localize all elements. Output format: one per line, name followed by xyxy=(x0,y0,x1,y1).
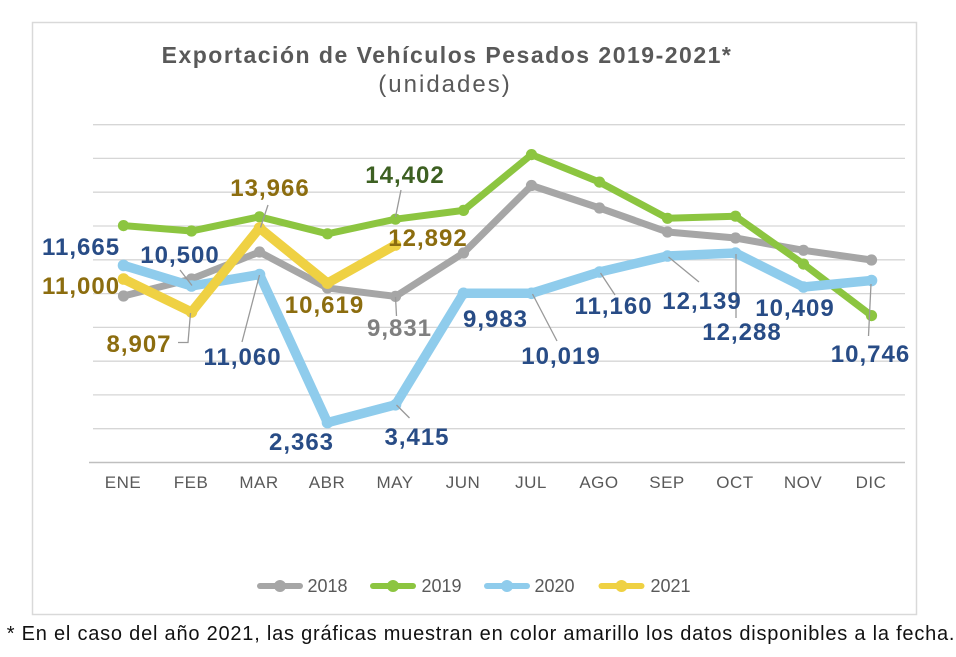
svg-text:ABR: ABR xyxy=(309,473,345,492)
svg-text:10,619: 10,619 xyxy=(285,292,364,319)
svg-text:DIC: DIC xyxy=(856,473,887,492)
svg-text:12,892: 12,892 xyxy=(388,225,467,252)
svg-text:JUN: JUN xyxy=(446,473,481,492)
svg-text:SEP: SEP xyxy=(649,473,685,492)
svg-text:9,983: 9,983 xyxy=(463,306,528,333)
svg-text:11,665: 11,665 xyxy=(42,234,120,261)
svg-text:ENE: ENE xyxy=(105,473,141,492)
svg-text:10,746: 10,746 xyxy=(831,341,910,368)
svg-text:10,500: 10,500 xyxy=(140,242,219,269)
svg-text:2,363: 2,363 xyxy=(269,429,334,456)
svg-text:2021: 2021 xyxy=(651,576,691,596)
svg-text:(unidades): (unidades) xyxy=(378,71,511,98)
svg-text:10,409: 10,409 xyxy=(755,295,834,322)
svg-text:AGO: AGO xyxy=(579,473,618,492)
svg-text:2019: 2019 xyxy=(422,576,462,596)
svg-text:FEB: FEB xyxy=(174,473,209,492)
svg-text:JUL: JUL xyxy=(515,473,547,492)
svg-text:OCT: OCT xyxy=(716,473,753,492)
svg-text:10,019: 10,019 xyxy=(521,343,600,370)
svg-text:8,907: 8,907 xyxy=(106,331,171,358)
svg-text:11,160: 11,160 xyxy=(574,293,652,320)
svg-text:* En el caso del año 2021, las: * En el caso del año 2021, las gráficas … xyxy=(7,623,956,645)
svg-text:2018: 2018 xyxy=(308,576,348,596)
svg-text:2020: 2020 xyxy=(535,576,575,596)
svg-text:MAY: MAY xyxy=(376,473,413,492)
svg-text:NOV: NOV xyxy=(784,473,823,492)
svg-text:12,288: 12,288 xyxy=(702,319,781,346)
svg-text:11,000: 11,000 xyxy=(42,273,120,300)
svg-text:11,060: 11,060 xyxy=(203,344,281,371)
svg-text:9,831: 9,831 xyxy=(367,315,432,342)
svg-text:13,966: 13,966 xyxy=(230,175,309,202)
svg-text:Exportación de Vehículos Pesad: Exportación de Vehículos Pesados 2019-20… xyxy=(162,42,733,68)
svg-text:14,402: 14,402 xyxy=(365,162,444,189)
svg-text:12,139: 12,139 xyxy=(662,288,741,315)
svg-text:MAR: MAR xyxy=(239,473,278,492)
svg-text:3,415: 3,415 xyxy=(384,424,449,451)
